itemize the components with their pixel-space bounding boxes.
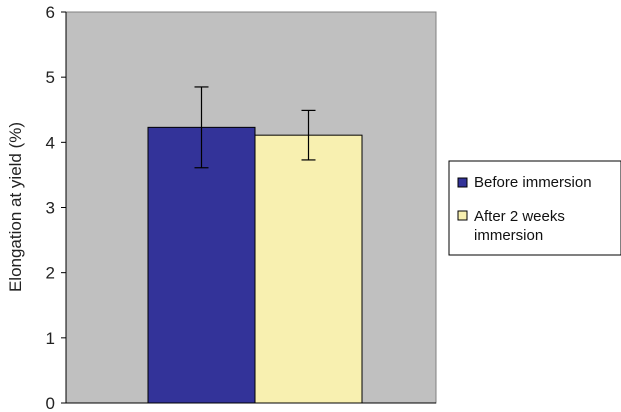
y-tick-label: 2	[46, 264, 55, 283]
bar-after-2-weeks-immersion	[254, 134, 363, 404]
bar-before-immersion	[147, 126, 256, 404]
y-tick-label: 5	[46, 68, 55, 87]
y-tick-label: 6	[46, 3, 55, 22]
legend-label-after-line1: After 2 weeks	[474, 208, 565, 225]
y-tick-label: 4	[46, 133, 55, 152]
y-tick-label: 1	[46, 329, 55, 348]
y-axis-title: Elongation at yield (%)	[6, 122, 25, 292]
legend: Before immersion After 2 weeks immersion	[448, 160, 621, 256]
y-axis-ticks: 0 1 2 3 4 5 6	[46, 3, 66, 412]
legend-swatch-before	[457, 177, 468, 188]
y-tick-label: 0	[46, 394, 55, 412]
legend-box	[448, 160, 621, 256]
y-tick-label: 3	[46, 199, 55, 218]
legend-swatch-after	[457, 210, 468, 221]
legend-label-after-line2: immersion	[474, 227, 543, 244]
legend-label-before: Before immersion	[474, 174, 592, 191]
